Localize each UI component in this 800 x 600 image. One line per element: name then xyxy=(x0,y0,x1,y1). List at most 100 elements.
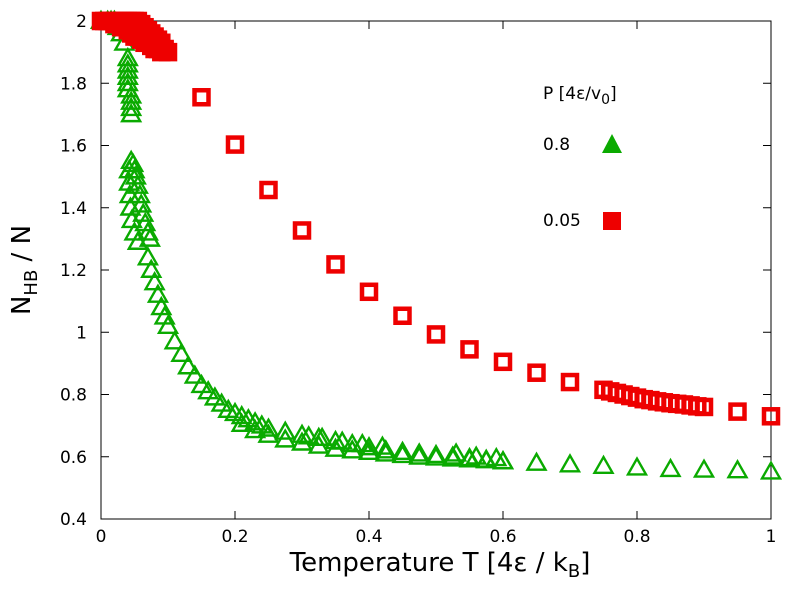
y-tick-label: 1 xyxy=(76,323,87,343)
legend-marker-square xyxy=(603,212,621,230)
data-point-triangle xyxy=(130,193,153,213)
data-point-triangle xyxy=(170,342,193,362)
data-point-square xyxy=(359,282,379,302)
data-point-triangle xyxy=(257,423,280,443)
data-point-square xyxy=(426,325,446,344)
data-point-triangle xyxy=(138,227,161,247)
data-point-triangle xyxy=(146,283,170,303)
data-point-triangle xyxy=(625,456,649,476)
data-point-triangle xyxy=(424,446,448,466)
data-point-square xyxy=(460,340,479,359)
series-square xyxy=(91,11,781,426)
data-point-triangle xyxy=(116,71,139,92)
data-point-triangle xyxy=(592,454,615,475)
data-point-triangle xyxy=(120,96,143,117)
data-point-triangle xyxy=(118,158,141,179)
legend: P [4ε/v0] 0.8 0.05 xyxy=(543,84,622,231)
data-point-square xyxy=(560,372,580,392)
data-point-square xyxy=(292,221,312,240)
ticks-group: 0 0.2 0.4 0.6 0.8 1 0.4 0.6 0.8 1 1.2 1.4 1.6 1.8 2 xyxy=(60,12,776,547)
data-point-triangle xyxy=(136,221,159,241)
data-point-triangle xyxy=(177,355,200,375)
data-point-triangle xyxy=(465,445,488,465)
data-point-square xyxy=(761,407,781,426)
points-group xyxy=(89,9,783,480)
legend-title: P [4ε/v0] xyxy=(543,84,617,108)
data-point-triangle xyxy=(116,53,139,73)
data-point-triangle xyxy=(116,59,139,79)
y-tick-label: 1.4 xyxy=(60,199,87,219)
data-point-triangle xyxy=(391,443,414,464)
x-tick-label: 0.8 xyxy=(623,527,650,547)
y-tick-label: 1.2 xyxy=(60,261,87,281)
data-point-triangle xyxy=(156,314,180,334)
data-point-square xyxy=(694,397,714,417)
series-triangle xyxy=(89,9,783,480)
data-point-triangle xyxy=(371,435,394,455)
data-point-square xyxy=(192,88,211,107)
data-point-triangle xyxy=(244,418,267,439)
data-point-triangle xyxy=(525,451,548,471)
data-point-square xyxy=(527,363,546,382)
data-point-triangle xyxy=(408,442,431,462)
data-point-triangle xyxy=(290,423,314,443)
data-point-square xyxy=(148,39,168,59)
x-tick-label: 1 xyxy=(766,527,777,547)
data-point-square xyxy=(326,255,345,274)
data-point-triangle xyxy=(126,230,149,250)
data-point-square xyxy=(152,42,171,62)
data-point-triangle xyxy=(726,459,749,479)
data-point-triangle xyxy=(351,432,374,453)
data-point-triangle xyxy=(445,442,468,462)
y-tick-label: 0.6 xyxy=(60,448,87,468)
data-point-triangle xyxy=(116,46,139,67)
legend-marker-triangle xyxy=(602,134,622,153)
x-tick-label: 0.6 xyxy=(489,527,516,547)
data-point-triangle xyxy=(120,102,143,123)
data-point-triangle xyxy=(391,440,414,461)
data-point-triangle xyxy=(357,435,381,456)
data-point-triangle xyxy=(257,417,280,437)
data-point-triangle xyxy=(297,425,320,445)
y-tick-label: 2 xyxy=(76,12,87,32)
data-point-triangle xyxy=(491,450,515,470)
y-tick-label: 1.6 xyxy=(60,137,87,157)
data-point-triangle xyxy=(143,271,166,291)
x-tick-label: 0 xyxy=(96,527,107,547)
data-point-triangle xyxy=(424,443,448,464)
y-axis-label: NHB / N xyxy=(7,225,42,315)
data-point-triangle xyxy=(230,412,253,433)
x-tick-label: 0.4 xyxy=(355,527,382,547)
y-tick-label: 0.8 xyxy=(60,386,87,406)
data-point-triangle xyxy=(136,246,159,266)
data-point-triangle xyxy=(759,460,783,480)
data-point-triangle xyxy=(120,84,143,104)
data-point-triangle xyxy=(290,431,314,451)
legend-label-1: 0.05 xyxy=(543,211,581,231)
data-point-triangle xyxy=(140,258,163,278)
y-tick-label: 1.8 xyxy=(60,74,87,94)
x-tick-label: 0.2 xyxy=(221,527,248,547)
data-point-triangle xyxy=(311,426,334,447)
data-point-triangle xyxy=(120,90,143,110)
data-point-triangle xyxy=(558,453,582,473)
x-axis-label: Temperature T [4ε / kB] xyxy=(289,548,591,582)
data-point-triangle xyxy=(408,445,431,465)
data-point-triangle xyxy=(126,174,149,194)
data-point-triangle xyxy=(659,457,682,478)
data-point-triangle xyxy=(163,330,186,350)
data-point-square xyxy=(493,352,513,372)
y-tick-label: 0.4 xyxy=(60,510,87,530)
data-point-square xyxy=(393,306,412,326)
data-point-square xyxy=(259,180,278,200)
data-point-triangle xyxy=(183,364,206,384)
data-point-square xyxy=(728,402,747,421)
data-point-triangle xyxy=(274,428,297,448)
legend-label-0: 0.8 xyxy=(543,135,570,155)
data-point-triangle xyxy=(692,458,716,478)
data-point-square xyxy=(225,135,245,154)
data-point-triangle xyxy=(485,446,508,467)
data-point-triangle xyxy=(116,65,139,85)
